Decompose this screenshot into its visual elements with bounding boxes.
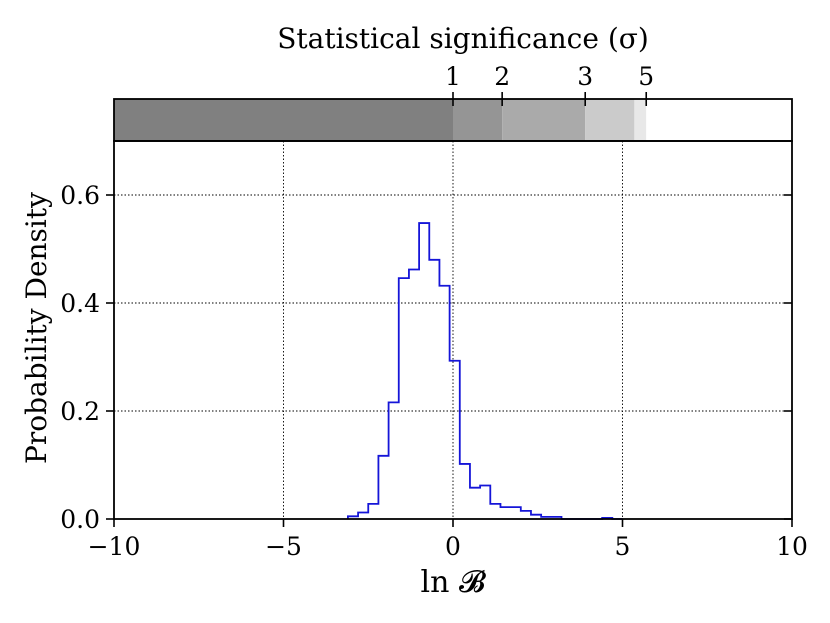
significance-band-1	[453, 99, 503, 141]
x-tick-label-4: 10	[776, 532, 808, 561]
x-tick-label-3: 5	[615, 532, 631, 561]
significance-band-5	[646, 99, 792, 141]
grid-lines	[114, 141, 792, 519]
y-axis-label: Probability Density	[20, 192, 53, 464]
significance-band-3	[585, 99, 635, 141]
significance-tick-label-2: 3	[577, 62, 593, 91]
significance-tick-label-0: 1	[445, 62, 461, 91]
y-ticks: 0.0 0.2 0.4 0.6	[60, 181, 792, 534]
histogram-series	[347, 222, 623, 520]
significance-bands	[114, 99, 792, 141]
significance-band-0	[114, 99, 453, 141]
x-axis-label: ln 𝓑	[421, 565, 486, 600]
x-tick-label-1: −5	[265, 532, 302, 561]
x-ticks: −10 −5 0 5 10	[88, 519, 808, 561]
x-tick-label-2: 0	[445, 532, 461, 561]
significance-band-2	[502, 99, 586, 141]
x-tick-label-0: −10	[88, 532, 141, 561]
significance-tick-label-1: 2	[494, 62, 510, 91]
significance-ticks: 1 2 3 5	[445, 62, 654, 106]
y-tick-label-1: 0.2	[60, 397, 100, 426]
y-tick-label-0: 0.0	[60, 505, 100, 534]
significance-band-4	[634, 99, 647, 141]
significance-axis-title: Statistical significance (σ)	[277, 22, 649, 55]
y-tick-label-2: 0.4	[60, 289, 100, 318]
significance-tick-label-3: 5	[638, 62, 654, 91]
y-tick-label-3: 0.6	[60, 181, 100, 210]
